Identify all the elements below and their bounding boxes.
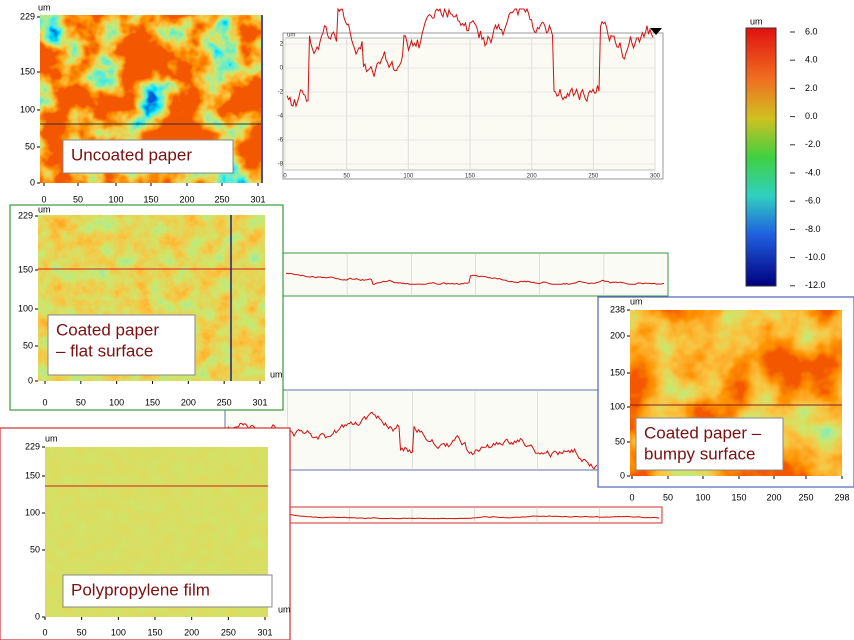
x-tick-label: 250 <box>217 397 232 407</box>
y-tick-label: 150 <box>610 367 625 377</box>
content: 05010015020025030020-2-4-6-8um2291501005… <box>0 2 854 640</box>
y-tick-label: 50 <box>23 340 33 350</box>
x-tick-label: 0 <box>629 492 634 502</box>
profile-x-tick: 200 <box>527 174 538 180</box>
colorbar-unit: um <box>750 16 763 26</box>
colorbar-label: -2.0 <box>805 139 821 149</box>
y-tick-label: 50 <box>30 544 40 554</box>
y-tick-label: 229 <box>18 210 33 220</box>
y-tick-label: 229 <box>20 11 35 21</box>
x-tick-label: 100 <box>109 397 124 407</box>
x-tick-label: 100 <box>108 194 123 204</box>
colorbar-label: -6.0 <box>805 196 821 206</box>
unit-label: um <box>630 296 643 306</box>
unit-label: um <box>38 204 51 214</box>
y-tick-label: 150 <box>25 470 40 480</box>
profile-x-tick: 50 <box>343 174 350 180</box>
y-tick-label: 100 <box>18 303 33 313</box>
x-tick-label: 200 <box>181 397 196 407</box>
x-tick-label: 301 <box>250 194 265 204</box>
x-tick-label: 200 <box>766 492 781 502</box>
x-tick-label: 100 <box>695 492 710 502</box>
y-tick-label: 229 <box>25 441 40 451</box>
x-tick-label: 0 <box>42 627 47 637</box>
x-tick-label: 200 <box>184 627 199 637</box>
x-tick-label: 150 <box>143 194 158 204</box>
colorbar-label: -10.0 <box>805 252 826 262</box>
profile-y-tick: -6 <box>278 138 284 144</box>
caption: Coated paper <box>56 320 159 339</box>
x-tick-label: 50 <box>76 397 86 407</box>
profile-x-tick: 250 <box>588 174 599 180</box>
unit-label: um <box>270 369 283 379</box>
y-tick-label: 0 <box>30 177 35 187</box>
caption: bumpy surface <box>644 444 756 463</box>
x-tick-label: 50 <box>77 627 87 637</box>
caption: Coated paper – <box>644 423 762 442</box>
profile-unit: um <box>287 33 295 39</box>
y-tick-label: 150 <box>18 264 33 274</box>
x-tick-label: 301 <box>252 397 267 407</box>
color-bar <box>746 28 776 286</box>
caption: – flat surface <box>56 341 153 360</box>
x-tick-label: 150 <box>731 492 746 502</box>
x-tick-label: 100 <box>111 627 126 637</box>
y-tick-label: 0 <box>620 470 625 480</box>
x-tick-label: 150 <box>147 627 162 637</box>
x-tick-label: 250 <box>214 194 229 204</box>
y-tick-label: 100 <box>610 401 625 411</box>
y-tick-label: 0 <box>28 375 33 385</box>
profile-y-tick: -8 <box>278 162 284 168</box>
profile-x-tick: 150 <box>465 174 476 180</box>
x-tick-label: 0 <box>41 194 46 204</box>
y-tick-label: 100 <box>20 104 35 114</box>
colorbar-label: 0.0 <box>805 111 818 121</box>
x-tick-label: 250 <box>221 627 236 637</box>
figure: 05010015020025030020-2-4-6-8um2291501005… <box>0 0 854 640</box>
caption: Polypropylene film <box>71 580 210 599</box>
x-tick-label: 298 <box>834 492 849 502</box>
profile-x-tick: 300 <box>650 174 661 180</box>
x-tick-label: 0 <box>42 397 47 407</box>
colorbar-label: 6.0 <box>805 26 818 36</box>
colorbar-label: -8.0 <box>805 224 821 234</box>
y-tick-label: 150 <box>20 66 35 76</box>
colorbar-label: -12.0 <box>805 280 826 290</box>
profile-y-tick: -2 <box>278 90 284 96</box>
x-tick-label: 50 <box>73 194 83 204</box>
y-tick-label: 50 <box>615 436 625 446</box>
y-tick-label: 50 <box>25 141 35 151</box>
y-tick-label: 100 <box>25 507 40 517</box>
colorbar-label: 4.0 <box>805 55 818 65</box>
profile-y-tick: -4 <box>278 114 284 120</box>
colorbar-label: 2.0 <box>805 83 818 93</box>
y-tick-label: 238 <box>610 304 625 314</box>
y-tick-label: 200 <box>610 330 625 340</box>
x-tick-label: 250 <box>798 492 813 502</box>
unit-label: um <box>45 433 58 443</box>
y-tick-label: 0 <box>35 611 40 621</box>
x-tick-label: 150 <box>145 397 160 407</box>
x-tick-label: 50 <box>663 492 673 502</box>
caption: Uncoated paper <box>71 145 192 164</box>
unit-label: um <box>278 604 291 614</box>
profile-x-tick: 100 <box>403 174 414 180</box>
unit-label: um <box>38 2 51 12</box>
x-tick-label: 200 <box>179 194 194 204</box>
colorbar-label: -4.0 <box>805 167 821 177</box>
x-tick-label: 301 <box>257 627 272 637</box>
